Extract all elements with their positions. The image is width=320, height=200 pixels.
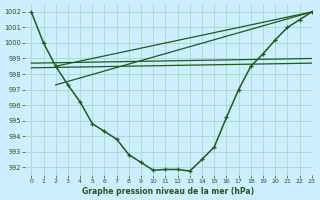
X-axis label: Graphe pression niveau de la mer (hPa): Graphe pression niveau de la mer (hPa) — [83, 187, 255, 196]
